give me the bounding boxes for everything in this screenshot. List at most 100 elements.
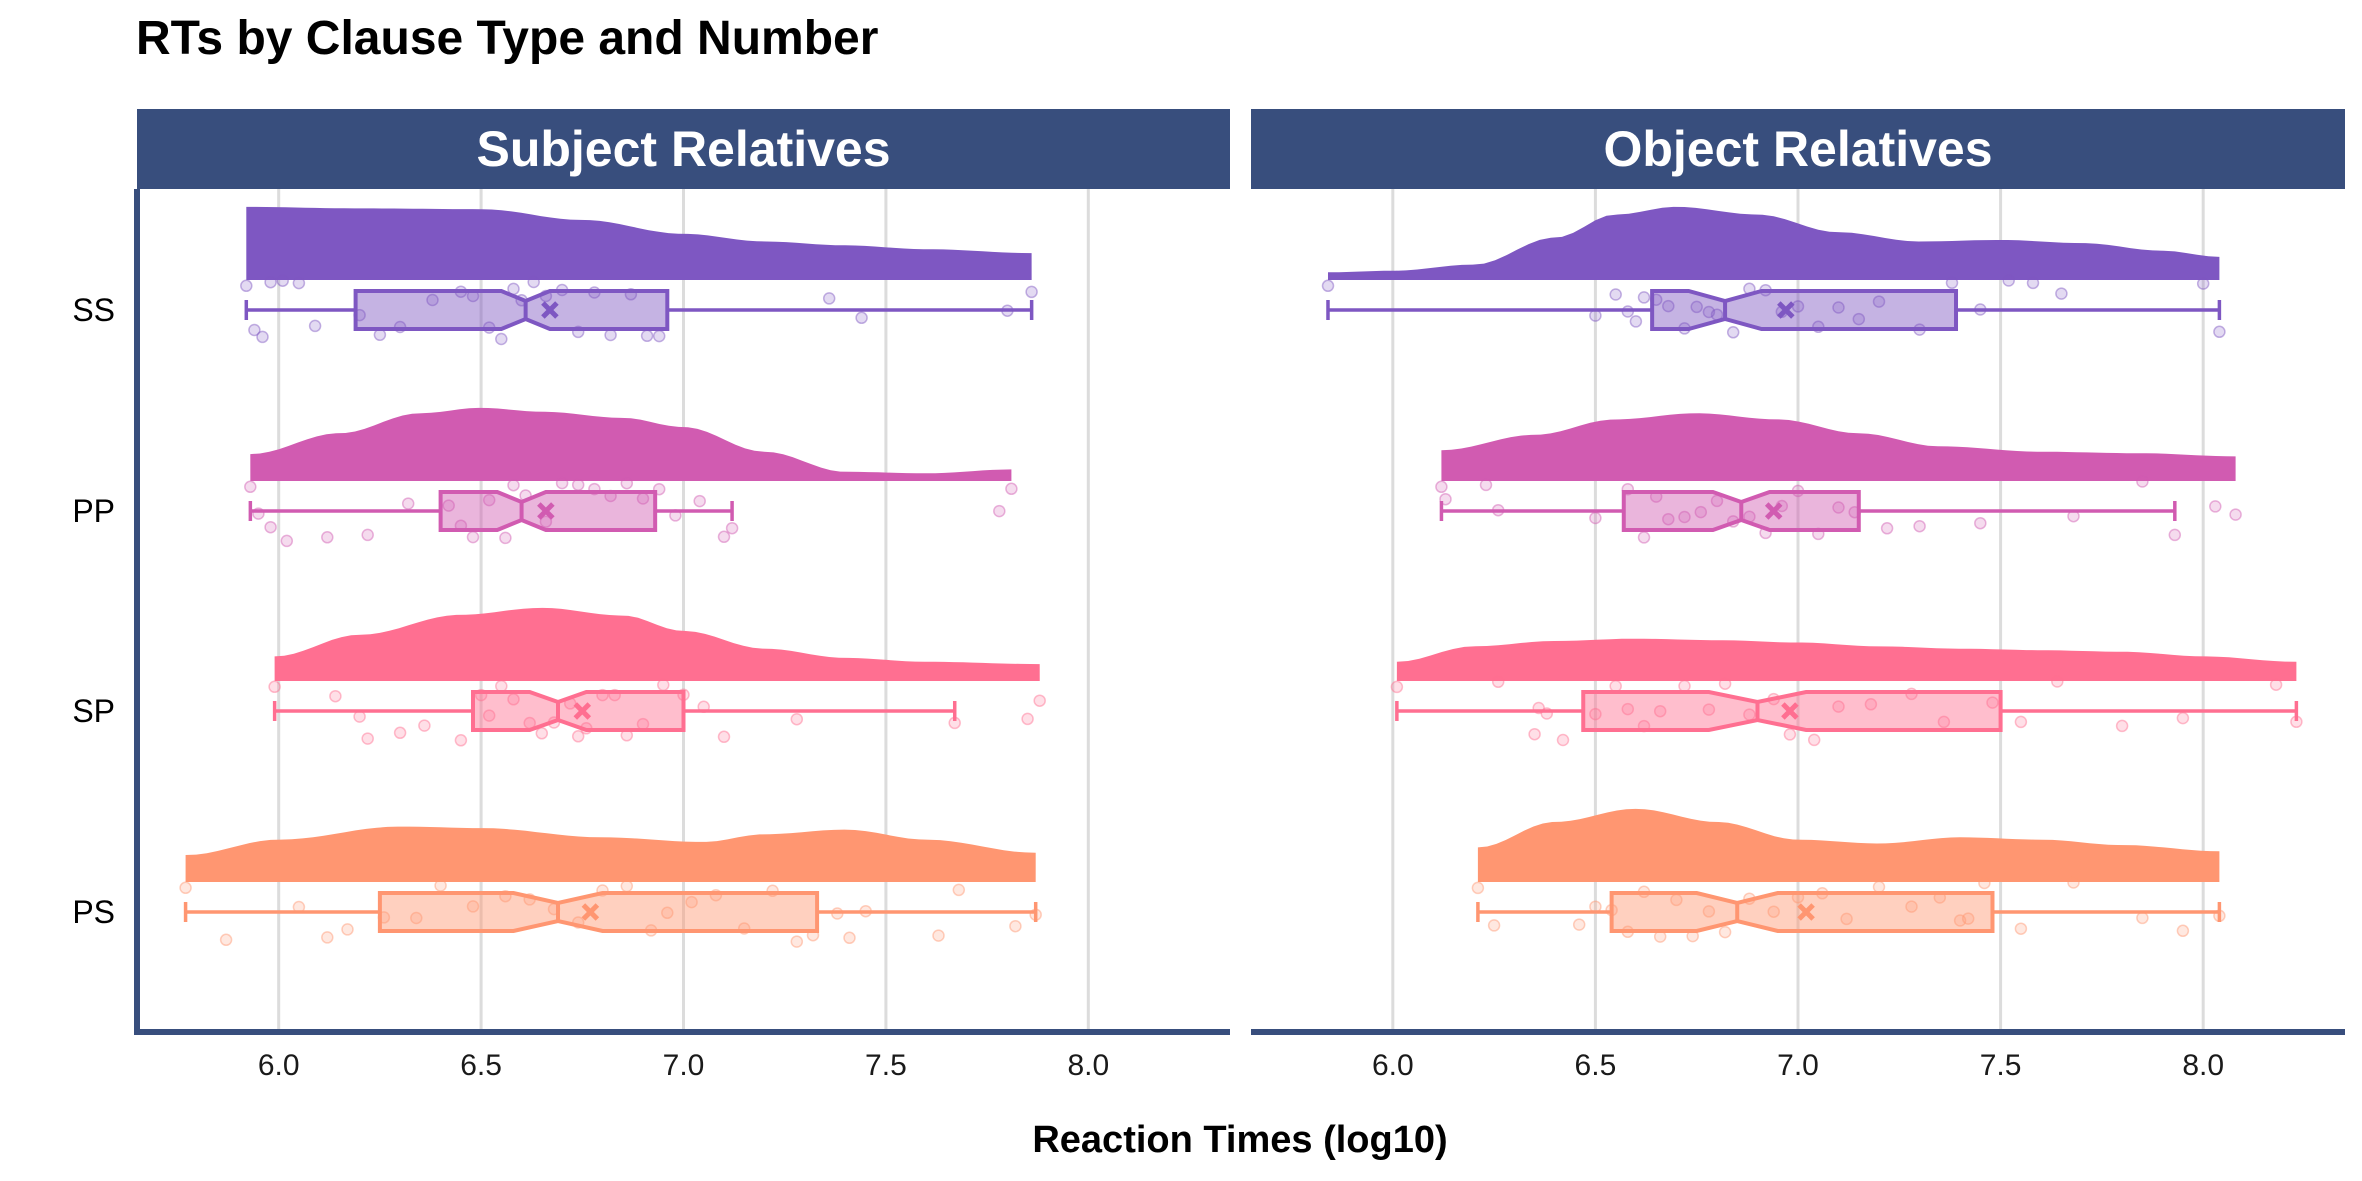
group-ps: PS <box>72 826 1042 948</box>
raw-point <box>1556 733 1570 747</box>
raw-point <box>495 332 508 346</box>
group-pp: PP <box>72 407 1018 548</box>
raw-point <box>442 499 455 512</box>
raw-point <box>1974 516 1987 530</box>
raw-point <box>1953 914 1967 927</box>
raw-point <box>1872 295 1886 308</box>
notched-box <box>1609 891 1995 933</box>
raw-point <box>1033 694 1046 707</box>
raw-point <box>401 497 415 510</box>
raw-point <box>1637 531 1651 544</box>
raw-point <box>620 879 634 893</box>
raw-point <box>571 478 585 492</box>
mean-marker <box>1764 502 1783 520</box>
group-sp <box>1390 638 2303 747</box>
raw-point <box>264 520 277 534</box>
density-cloud <box>250 407 1012 481</box>
mean-marker <box>1781 702 1799 720</box>
raw-point <box>1021 712 1034 726</box>
raw-point <box>426 293 439 307</box>
facet-panel-2: Object Relatives 6.0 6.5 7.0 7.5 8.0 <box>1251 109 2345 1082</box>
x-tick-label: 6.0 <box>258 1049 300 1082</box>
raw-point <box>1662 512 1675 526</box>
raw-point <box>1653 704 1667 718</box>
raw-point <box>1694 505 1708 519</box>
raw-point <box>361 528 374 542</box>
raw-point <box>2136 911 2149 925</box>
raw-point <box>1832 301 1845 314</box>
raw-point <box>1572 918 1586 931</box>
raw-point <box>657 678 670 692</box>
raw-point <box>1978 876 1991 890</box>
mean-marker <box>1777 301 1795 319</box>
raw-point <box>2136 475 2149 488</box>
raw-point <box>1718 677 1732 690</box>
notched-box <box>470 690 686 732</box>
raw-point <box>1905 900 1918 913</box>
raw-point <box>1589 707 1602 721</box>
raw-point <box>2209 500 2222 513</box>
raw-point <box>1589 511 1602 525</box>
raw-point <box>640 329 654 343</box>
raw-point <box>268 680 281 694</box>
x-tick-label: 6.0 <box>1372 1049 1414 1082</box>
raw-point <box>179 881 192 895</box>
raw-point <box>329 689 342 703</box>
raw-point <box>725 521 739 535</box>
raw-point <box>822 292 836 305</box>
raw-point <box>1690 300 1703 314</box>
x-tick-label: 7.5 <box>865 1049 907 1082</box>
raw-point <box>2051 675 2064 688</box>
raw-point <box>535 727 549 740</box>
raw-point <box>661 906 674 920</box>
raw-point <box>1880 522 1894 535</box>
mean-marker <box>573 702 592 720</box>
raw-point <box>1702 905 1716 918</box>
raw-point <box>1937 715 1951 729</box>
density-cloud <box>246 206 1032 280</box>
raw-point <box>952 883 966 897</box>
x-tick-label: 7.0 <box>663 1049 705 1082</box>
raw-point <box>1025 285 1038 299</box>
raw-point <box>855 311 868 325</box>
raw-point <box>932 929 945 942</box>
raw-point <box>1945 276 1959 290</box>
raw-point <box>244 480 257 494</box>
raw-point <box>1609 288 1622 301</box>
raw-point <box>1678 679 1691 693</box>
raw-point <box>790 712 804 726</box>
raw-point <box>256 330 269 344</box>
raw-point <box>2176 924 2190 938</box>
raw-point <box>2014 715 2028 729</box>
mean-marker <box>1797 903 1815 921</box>
raw-point <box>1807 733 1821 747</box>
raw-point <box>1479 478 1493 492</box>
raw-point <box>1718 925 1732 939</box>
facet-panel-1: Subject Relatives 6.0 6.5 7.0 7.5 8.0 SS PP SP PS <box>72 109 1230 1082</box>
raw-point <box>466 900 480 913</box>
raw-point <box>1435 480 1448 494</box>
raw-point <box>2269 678 2283 691</box>
facet-strip-label: Object Relatives <box>1603 121 1992 177</box>
raw-point <box>418 719 431 732</box>
group-sp: SP <box>72 607 1046 747</box>
raw-point <box>1629 315 1643 328</box>
raw-point <box>1471 881 1485 895</box>
density-cloud <box>274 607 1040 681</box>
panels-layer: Subject Relatives 6.0 6.5 7.0 7.5 8.0 SS PP SP PS… <box>72 109 2345 1082</box>
group-ps <box>1471 808 2226 943</box>
raw-point <box>1637 291 1651 304</box>
raw-point <box>1662 299 1675 313</box>
raw-point <box>652 329 666 343</box>
raw-point <box>1487 919 1501 932</box>
raw-point <box>1621 702 1635 716</box>
raw-point <box>1678 510 1691 524</box>
raw-point <box>2115 719 2129 733</box>
raw-point <box>1702 305 1716 319</box>
raw-point <box>620 476 634 490</box>
raw-point <box>693 494 706 508</box>
raw-point <box>1702 703 1716 716</box>
raw-point <box>685 895 698 909</box>
raw-point <box>264 275 277 289</box>
raw-point <box>1913 519 1926 533</box>
